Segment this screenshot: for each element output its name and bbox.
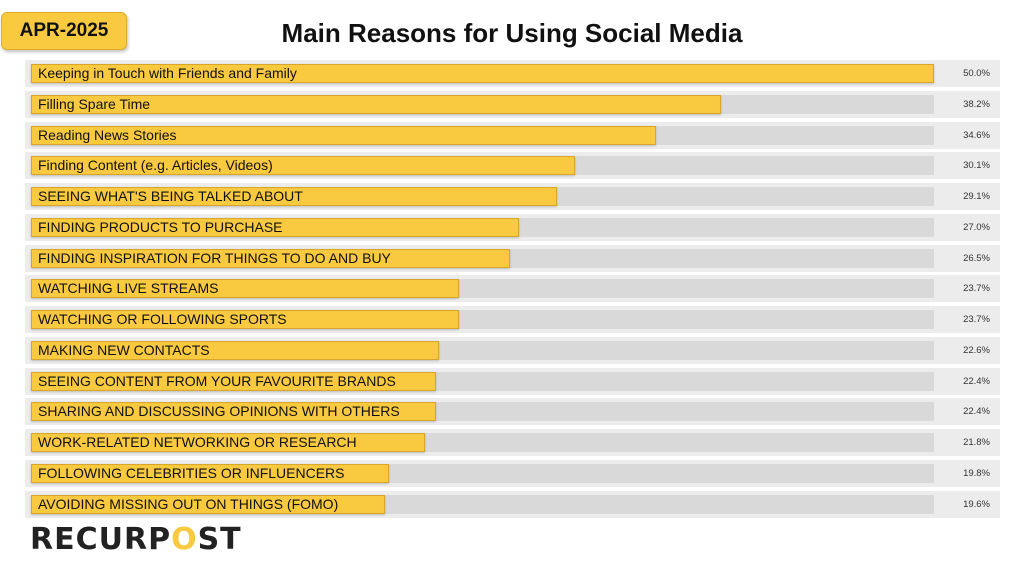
bar-track	[31, 64, 934, 83]
bar	[31, 248, 510, 268]
bar-track	[31, 340, 934, 360]
value-label: 23.7%	[963, 314, 990, 325]
recurpost-logo: RECURPOST	[30, 522, 242, 557]
category-label: AVOIDING MISSING OUT ON THINGS (FOMO)	[38, 495, 339, 512]
bar-track	[31, 187, 934, 206]
bar-track	[31, 94, 934, 114]
bar	[31, 217, 519, 237]
bar	[31, 340, 440, 360]
bar-track	[31, 402, 934, 422]
bar-track	[31, 371, 934, 391]
bar-row: FOLLOWING CELEBRITIES OR INFLUENCERS 19.8…	[25, 459, 1000, 487]
category-label: Reading News Stories	[38, 126, 177, 143]
bar-track	[31, 433, 934, 452]
bar-row: Filling Spare Time 38.2%	[25, 90, 1000, 118]
category-label: SEEING CONTENT FROM YOUR FAVOURITE BRAND…	[38, 372, 396, 389]
bar-row: Finding Content (e.g. Articles, Videos) 3…	[25, 152, 1000, 180]
value-label: 22.4%	[963, 406, 990, 418]
bar	[31, 494, 385, 514]
category-label: WORK-RELATED NETWORKING OR RESEARCH	[38, 434, 357, 450]
value-label: 23.7%	[963, 283, 990, 295]
bar-track	[31, 156, 934, 176]
bar	[31, 279, 460, 299]
bar-row: WATCHING OR FOLLOWING SPORTS 23.7%	[25, 306, 1000, 333]
bar-row: MAKING NEW CONTACTS 22.6%	[25, 336, 1000, 364]
bar	[31, 125, 656, 145]
category-label: WATCHING OR FOLLOWING SPORTS	[38, 311, 287, 327]
category-label: SEEING WHAT'S BEING TALKED ABOUT	[38, 188, 303, 204]
bar-row: AVOIDING MISSING OUT ON THINGS (FOMO) 19.…	[25, 490, 1000, 518]
bar-chart: Keeping in Touch with Friends and Family…	[25, 60, 1000, 521]
category-label: FOLLOWING CELEBRITIES OR INFLUENCERS	[38, 464, 345, 481]
date-badge: APR-2025	[1, 12, 127, 50]
value-label: 38.2%	[963, 98, 990, 110]
value-label: 19.6%	[963, 498, 990, 510]
category-label: Finding Content (e.g. Articles, Videos)	[38, 157, 273, 174]
bar-row: FINDING INSPIRATION FOR THINGS TO DO AND…	[25, 244, 1000, 272]
value-label: 22.6%	[963, 344, 990, 356]
bar-row: Keeping in Touch with Friends and Family…	[25, 60, 1000, 87]
category-label: FINDING INSPIRATION FOR THINGS TO DO AND…	[38, 249, 391, 266]
bar	[31, 402, 436, 422]
category-label: SHARING AND DISCUSSING OPINIONS WITH OTH…	[38, 403, 400, 420]
bar-track	[31, 217, 934, 237]
bar	[31, 463, 389, 483]
bar-track	[31, 125, 934, 145]
bar-row: SEEING CONTENT FROM YOUR FAVOURITE BRAND…	[25, 367, 1000, 395]
category-label: FINDING PRODUCTS TO PURCHASE	[38, 218, 283, 235]
value-label: 22.4%	[963, 375, 990, 387]
value-label: 21.8%	[963, 437, 990, 448]
bar-row: WORK-RELATED NETWORKING OR RESEARCH 21.8%	[25, 429, 1000, 456]
category-label: MAKING NEW CONTACTS	[38, 341, 210, 358]
bar-row: SHARING AND DISCUSSING OPINIONS WITH OTH…	[25, 398, 1000, 426]
value-label: 50.0%	[963, 68, 990, 79]
chart-title: Main Reasons for Using Social Media	[281, 18, 743, 48]
bar-track	[31, 463, 934, 483]
bar	[31, 64, 934, 83]
value-label: 30.1%	[963, 160, 990, 172]
bar	[31, 94, 721, 114]
bar	[31, 433, 425, 452]
bar	[31, 156, 575, 176]
value-label: 19.8%	[963, 467, 990, 479]
category-label: Filling Spare Time	[38, 95, 151, 112]
bar-row: SEEING WHAT'S BEING TALKED ABOUT 29.1%	[25, 183, 1000, 210]
value-label: 29.1%	[963, 191, 990, 202]
category-label: WATCHING LIVE STREAMS	[38, 280, 219, 297]
bar-track	[31, 248, 934, 268]
category-label: Keeping in Touch with Friends and Family	[38, 65, 297, 81]
bar-row: Reading News Stories 34.6%	[25, 121, 1000, 149]
bar-row: FINDING PRODUCTS TO PURCHASE 27.0%	[25, 213, 1000, 241]
bar	[31, 310, 460, 329]
bar-track	[31, 494, 934, 514]
value-label: 26.5%	[963, 252, 990, 264]
value-label: 34.6%	[963, 129, 990, 141]
bar	[31, 187, 557, 206]
bar-row: WATCHING LIVE STREAMS 23.7%	[25, 275, 1000, 303]
bar-track	[31, 310, 934, 329]
bar	[31, 371, 436, 391]
bar-track	[31, 279, 934, 299]
value-label: 27.0%	[963, 221, 990, 233]
